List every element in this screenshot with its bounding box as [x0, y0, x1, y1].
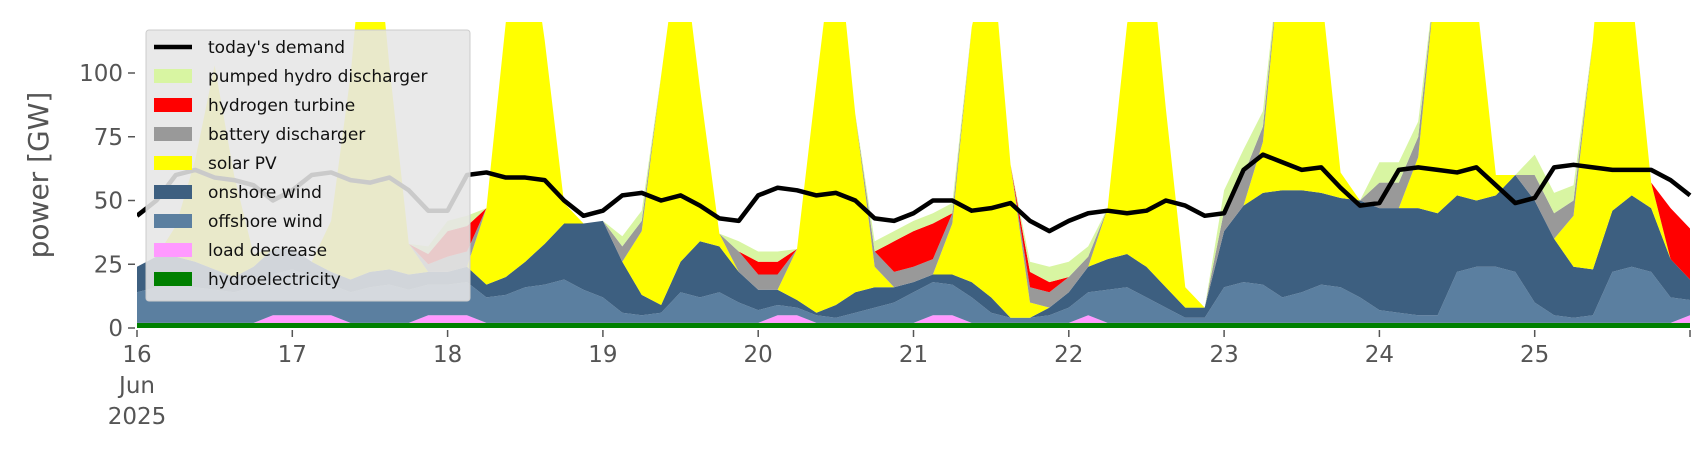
legend-label: load decrease — [208, 241, 327, 261]
x-tick-label: 22 — [1054, 342, 1083, 368]
legend-label: hydroelectricity — [208, 270, 341, 290]
legend-label: solar PV — [208, 154, 277, 174]
legend-label: battery discharger — [208, 125, 365, 145]
legend-swatch — [154, 127, 192, 141]
legend-swatch — [154, 272, 192, 286]
stacked-areas — [137, 22, 1690, 328]
y-tick-label: 50 — [94, 189, 123, 215]
y-tick-label: 75 — [94, 125, 123, 151]
legend-swatch — [154, 98, 192, 112]
x-tick-label: 21 — [899, 342, 928, 368]
x-tick-label: 23 — [1209, 342, 1238, 368]
legend-label: onshore wind — [208, 183, 322, 203]
legend-label: hydrogen turbine — [208, 96, 355, 116]
x-tick-label: 16 — [122, 342, 151, 368]
x-tick-label: 17 — [278, 342, 307, 368]
legend-swatch — [154, 185, 192, 199]
area-pumped-hydro-discharger — [137, 22, 1690, 308]
legend-swatch — [154, 214, 192, 228]
y-tick-label: 100 — [79, 61, 123, 87]
legend-swatch — [154, 69, 192, 83]
area-onshore-wind — [137, 175, 1690, 318]
legend-label: today's demand — [208, 38, 345, 58]
area-hydroelectricity — [137, 322, 1690, 328]
legend-label: offshore wind — [208, 212, 323, 232]
axes: 0 25 50 75 100 16 Jun 2025 17 18 19 20 21 22 23 24 25 — [79, 61, 1691, 430]
x-tick-label: 25 — [1520, 342, 1549, 368]
legend-box — [145, 29, 471, 302]
x-tick-label: 19 — [588, 342, 617, 368]
legend-label: pumped hydro discharger — [208, 67, 427, 87]
area-offshore-wind — [137, 266, 1690, 323]
y-axis-label: power [GW] — [22, 92, 55, 259]
x-tick-label: 2025 — [108, 404, 167, 430]
area-load-decrease — [137, 315, 1690, 323]
y-tick-label: 0 — [108, 316, 123, 342]
area-hydrogen-turbine — [137, 22, 1690, 308]
legend-swatch — [154, 243, 192, 257]
area-solar-pv — [137, 22, 1690, 318]
x-tick-label: 20 — [744, 342, 773, 368]
x-tick-label: Jun — [117, 373, 155, 399]
legend-swatch — [154, 156, 192, 170]
x-tick-label: 24 — [1365, 342, 1394, 368]
legend: today's demand pumped hydro discharger hyd… — [145, 29, 471, 302]
y-tick-label: 25 — [94, 252, 123, 278]
x-tick-label: 18 — [433, 342, 462, 368]
